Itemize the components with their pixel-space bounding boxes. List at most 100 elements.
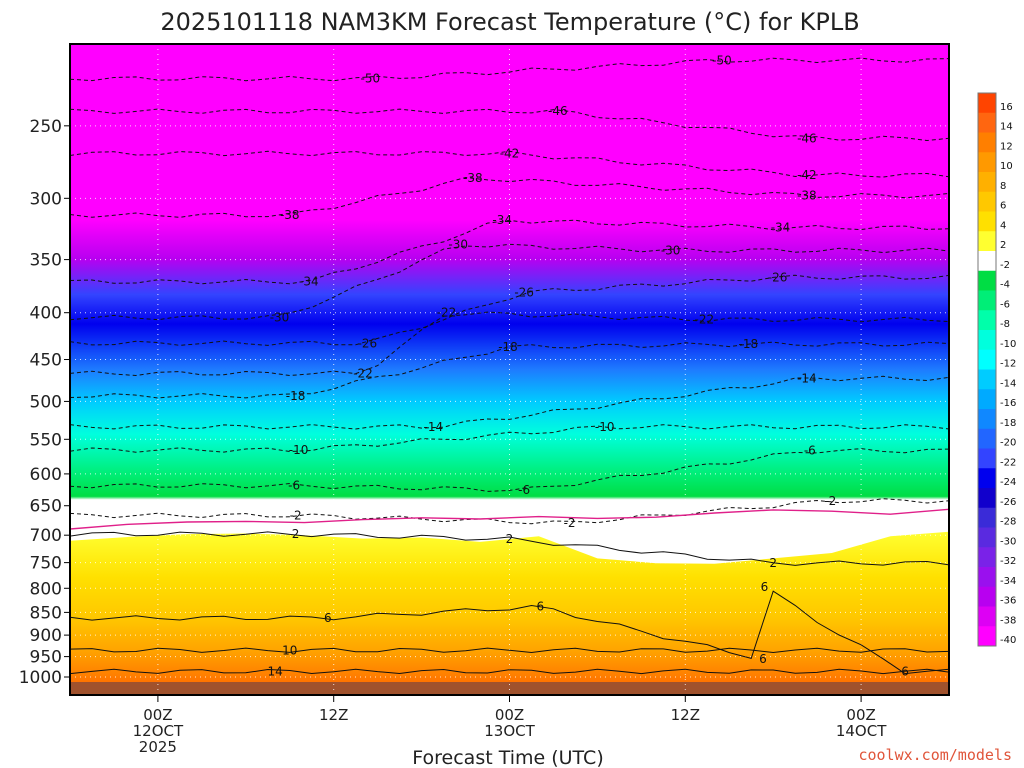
legend-frame (977, 92, 997, 647)
legend-label: -6 (1000, 299, 1010, 310)
legend-label: -22 (1000, 457, 1016, 468)
contour-label: -14 (797, 371, 817, 385)
y-tick-label: 800 (30, 579, 62, 599)
contour-label: -26 (358, 336, 378, 350)
legend-swatch (978, 448, 996, 469)
legend-swatch (978, 567, 996, 588)
legend-swatch (978, 310, 996, 331)
x-tick-label: 00Z (143, 706, 172, 724)
y-tick-label: 450 (30, 351, 62, 371)
legend-label: -8 (1000, 319, 1010, 330)
contour-lines (70, 57, 949, 675)
contour-label: -2 (290, 508, 302, 522)
contour-label: 6 (761, 580, 769, 594)
legend-swatch (978, 191, 996, 212)
contour-label: -34 (492, 213, 512, 227)
contour-label: -22 (437, 306, 457, 320)
contour-label: -22 (353, 366, 373, 380)
contour-label: -6 (518, 483, 530, 497)
contour-label: 2 (292, 527, 300, 541)
legend-label: 6 (1000, 201, 1006, 212)
legend-label: 4 (1000, 220, 1006, 231)
contour-label: -10 (595, 420, 615, 434)
legend-label: -24 (1000, 477, 1016, 488)
contour-label: -38 (280, 208, 300, 222)
contour-line-14 (70, 668, 949, 675)
contour-label: 6 (901, 664, 909, 678)
legend-label: -18 (1000, 418, 1016, 429)
contour-label: -26 (768, 270, 788, 284)
y-tick-label: 400 (30, 304, 62, 324)
contour-line--46 (70, 108, 949, 142)
contour-line--22 (70, 311, 949, 377)
contour-line--50 (70, 57, 949, 82)
grid-lines (70, 44, 949, 695)
x-tick-date: 14OCT (836, 722, 887, 740)
legend-label: 14 (1000, 122, 1013, 133)
legend-label: 8 (1000, 181, 1006, 192)
contour-label: -18 (498, 340, 518, 354)
legend-label: -12 (1000, 359, 1016, 370)
legend-swatch (978, 152, 996, 173)
contour-line--42 (70, 150, 949, 178)
contour-line--30 (70, 243, 949, 321)
legend-label: -26 (1000, 497, 1016, 508)
contour-label: -30 (270, 311, 290, 325)
legend-swatch (978, 349, 996, 370)
y-tick-label: 650 (30, 497, 62, 517)
color-legend: 16 14 12 10 8 6 4 2 -2 -4 -6 -8 -10 -12 -14 -16 -18 -20 -2… (977, 92, 1016, 647)
legend-label: 12 (1000, 141, 1013, 152)
contour-label: 6 (324, 611, 332, 625)
legend-swatch (978, 172, 996, 193)
contour-label: -22 (695, 313, 715, 327)
legend-label: -36 (1000, 596, 1016, 607)
contour-label: -34 (771, 221, 791, 235)
contour-label: -26 (514, 285, 534, 299)
ground-layer (70, 682, 949, 695)
contour-label: 10 (282, 643, 297, 657)
x-tick-label: 12Z (319, 706, 348, 724)
legend-swatch (978, 468, 996, 489)
contour-label: -6 (288, 479, 300, 493)
y-tick-label: 900 (30, 626, 62, 646)
contour-label: 14 (267, 664, 282, 678)
x-tick-date: 13OCT (484, 722, 535, 740)
contour-line-6 (70, 590, 949, 675)
contour-label: -10 (289, 443, 309, 457)
x-tick-year: 2025 (139, 738, 177, 756)
y-tick-label: 600 (30, 465, 62, 485)
y-tick-label: 700 (30, 526, 62, 546)
y-axis-pressure: 250 300 350 400 450 500 550 600 650 700 750 800 850 9… (19, 117, 70, 688)
legend-swatch (978, 270, 996, 291)
contour-label: -50 (361, 72, 381, 86)
legend-swatch (978, 290, 996, 311)
legend-label: -32 (1000, 556, 1016, 567)
contour-label: -2 (824, 494, 836, 508)
legend-swatch (978, 211, 996, 232)
contour-label: -46 (797, 131, 817, 145)
legend-swatch (978, 606, 996, 627)
contour-line--6 (70, 448, 949, 492)
contour-label: -38 (797, 189, 817, 203)
y-tick-label: 950 (30, 648, 62, 668)
contour-line-2 (70, 531, 949, 566)
legend-swatch (978, 369, 996, 390)
freezing-line (70, 508, 949, 530)
contour-label: -18 (286, 389, 306, 403)
contour-label: -34 (299, 275, 319, 289)
y-tick-label: 1000 (19, 668, 62, 688)
contour-line-10 (70, 647, 949, 654)
attribution-link[interactable]: coolwx.com/models (858, 746, 1012, 764)
contour-label: 2 (506, 532, 514, 546)
contour-line--38 (70, 176, 949, 218)
contour-label: -42 (500, 146, 520, 160)
legend-label: -28 (1000, 517, 1016, 528)
contour-line--2 (70, 498, 949, 525)
legend-swatch (978, 507, 996, 528)
y-tick-label: 850 (30, 603, 62, 623)
contour-label: -38 (463, 171, 483, 185)
legend-label: 16 (1000, 102, 1013, 113)
contour-line--10 (70, 424, 949, 453)
legend-label: -40 (1000, 635, 1016, 646)
